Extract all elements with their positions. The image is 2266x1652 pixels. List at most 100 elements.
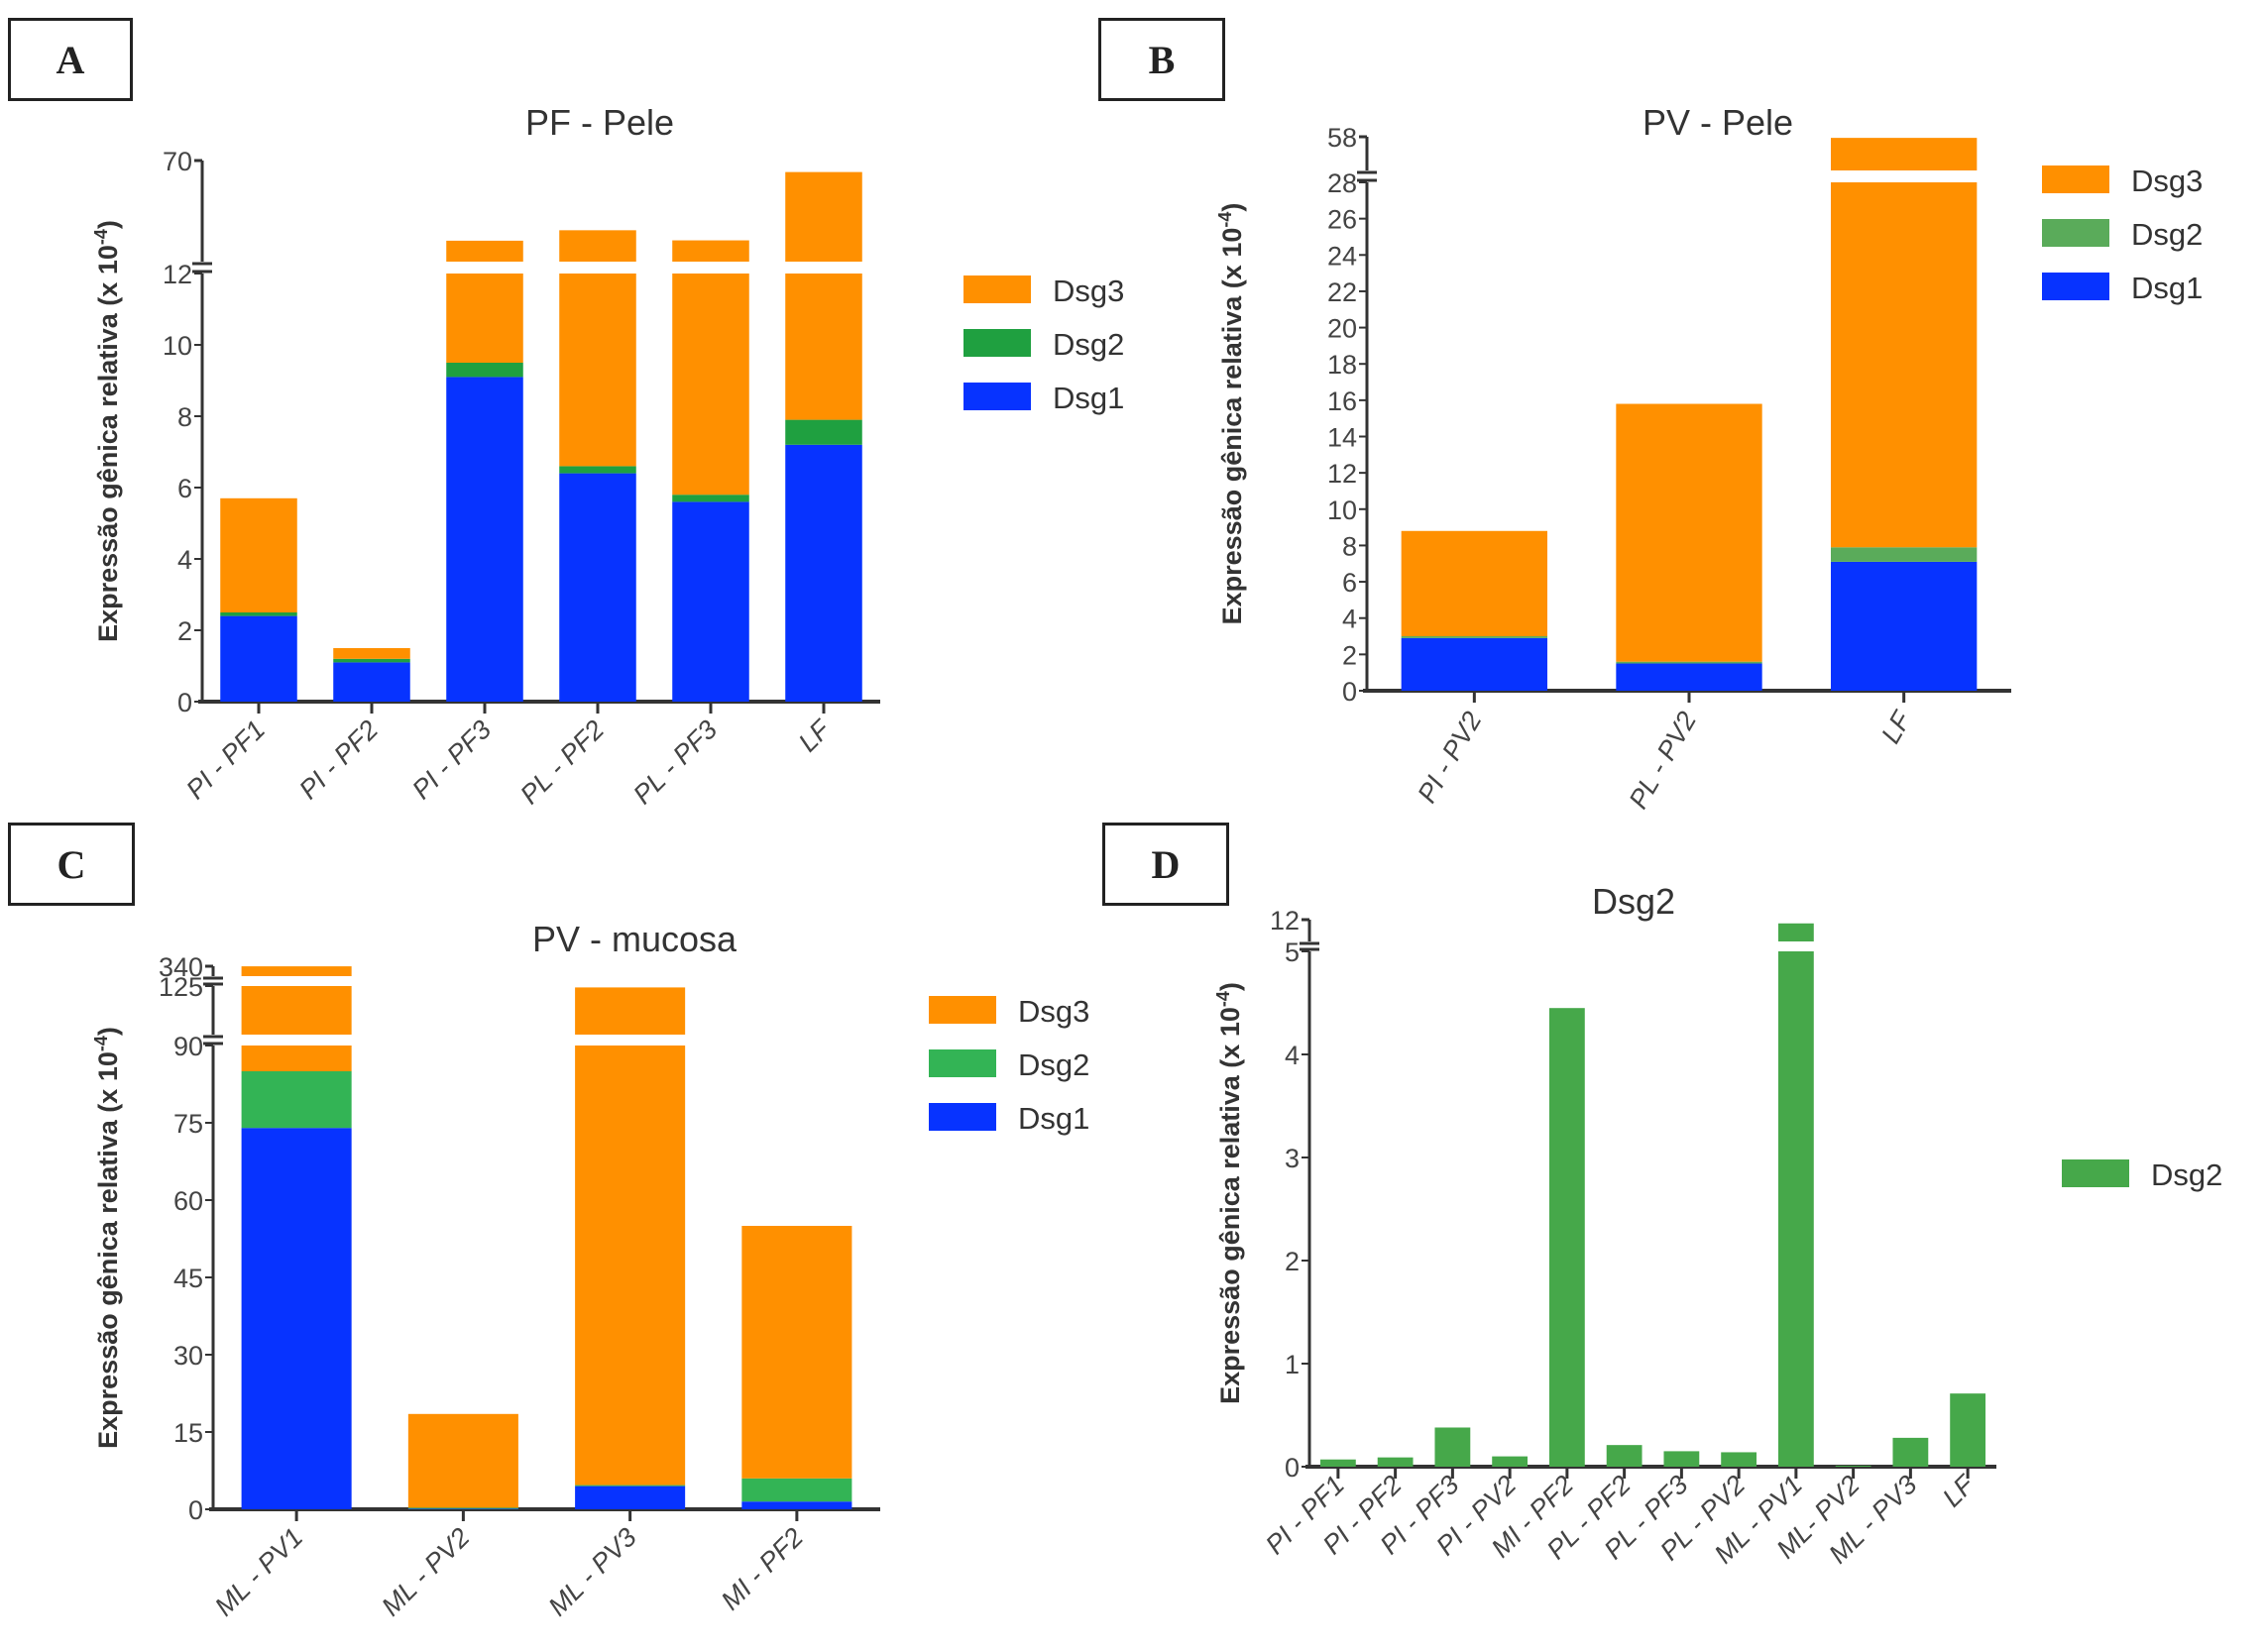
bar-dsg2 [1663, 1451, 1700, 1467]
x-tick-label: PI - PF2 [293, 715, 384, 805]
y-tick-label: 0 [1342, 677, 1357, 707]
panel-letter-b: B [1098, 18, 1225, 101]
legend-label-dsg2: Dsg2 [1053, 327, 1124, 362]
legend-label-dsg3: Dsg3 [2131, 164, 2203, 198]
y-tick-label: 1 [1285, 1350, 1300, 1379]
bar-dsg3 [1831, 138, 1978, 170]
bar-dsg2 [672, 495, 749, 502]
chart-a: PF - Pele 0 2 4 6 8 10 12 70 Expressão gênica rel… [91, 102, 1124, 810]
bar-dsg2 [333, 658, 410, 663]
y-tick-label: 3 [1285, 1144, 1300, 1173]
bar-dsg3 [785, 274, 862, 420]
y-tick-label: 45 [173, 1264, 203, 1293]
bar-dsg3 [1616, 403, 1762, 662]
legend-label-dsg3: Dsg3 [1018, 994, 1089, 1029]
bar-dsg1 [220, 615, 297, 702]
panel-letter-d: D [1102, 823, 1229, 906]
y-axis-label: Expressão gênica relativa (x 10-4) [91, 1027, 123, 1449]
x-tick-label: MI - PF2 [716, 1522, 809, 1615]
bar-dsg1 [1831, 561, 1978, 691]
bar-dsg2 [407, 1507, 518, 1509]
panel-b: B PV - Pele 0 2 4 6 8 10 12 14 16 18 20 22 24 26 28 58 Ex… [1090, 0, 2266, 826]
y-tick-label: 58 [1327, 123, 1357, 153]
y-axis-label-exponent: -4 [91, 1036, 111, 1051]
legend-label-dsg1: Dsg1 [1053, 381, 1124, 415]
x-tick-label: LF [1875, 706, 1917, 749]
bar-dsg1 [575, 1486, 686, 1509]
y-tick-label: 0 [177, 688, 192, 717]
y-axis-label-text: Expressão gênica relativa (x 10 [1215, 1007, 1245, 1404]
y-axis-label-close: ) [1217, 203, 1247, 212]
y-tick-label: 20 [1327, 314, 1357, 344]
panel-letter-c: C [8, 823, 135, 906]
y-axis-label: Expressão gênica relativa (x 10-4) [1213, 982, 1245, 1404]
y-tick-label: 8 [177, 402, 192, 432]
legend-label-dsg1: Dsg1 [1018, 1101, 1089, 1136]
y-tick-label: 70 [163, 147, 192, 176]
y-tick-label: 4 [1342, 605, 1357, 634]
bar-dsg2 [220, 612, 297, 616]
y-axis-label-exponent: -4 [1213, 991, 1233, 1007]
bar-dsg3 [672, 240, 749, 262]
bar-dsg2 [446, 363, 523, 378]
y-tick-label: 6 [1342, 568, 1357, 598]
chart-title: PV - Pele [1643, 102, 1793, 143]
bar-dsg1 [241, 1128, 352, 1509]
y-tick-label: 22 [1327, 277, 1357, 307]
legend-swatch-dsg3 [963, 275, 1031, 303]
panel-c: C PV - mucosa 0 15 30 45 60 75 90 125 340 Expressã… [0, 813, 1133, 1652]
bar-dsg2 [1616, 661, 1762, 664]
y-tick-label: 75 [173, 1109, 203, 1139]
y-tick-label: 24 [1327, 241, 1357, 271]
panel-d: D Dsg2 0 1 2 3 4 5 12 Expressão gênica relativa … [1090, 813, 2266, 1652]
y-tick-label: 125 [159, 972, 203, 1002]
x-tick-label: PI - PF3 [406, 715, 497, 805]
bar-dsg3 [741, 1226, 852, 1479]
y-axis-label-exponent: -4 [91, 229, 111, 245]
bar-dsg1 [741, 1501, 852, 1509]
bar-dsg1 [446, 377, 523, 702]
y-tick-label: 10 [1327, 496, 1357, 525]
bar-dsg1 [407, 1507, 518, 1509]
bar-dsg2 [1548, 1008, 1585, 1467]
bar-dsg3 [241, 1046, 352, 1071]
x-tick-label: ML - PV1 [209, 1522, 308, 1621]
bar-dsg3 [446, 240, 523, 262]
y-tick-label: 0 [1285, 1453, 1300, 1483]
bar-dsg2 [1831, 547, 1978, 562]
bar-dsg1 [559, 473, 636, 702]
y-tick-label: 2 [1285, 1247, 1300, 1276]
legend-swatch-dsg3 [2042, 165, 2109, 193]
bar-dsg2 [575, 1485, 686, 1487]
x-tick-label: PL - PF2 [514, 715, 610, 810]
x-tick-label: PL - PF3 [627, 715, 723, 810]
bar-dsg3 [559, 274, 636, 467]
legend-label-dsg2: Dsg2 [1018, 1047, 1089, 1082]
bar-dsg2 [741, 1478, 852, 1502]
bar-dsg1 [333, 662, 410, 702]
chart-title: Dsg2 [1592, 881, 1675, 922]
x-tick-label: LF [1937, 1469, 1982, 1513]
bar-dsg3 [241, 986, 352, 1035]
legend-swatch-dsg1 [963, 383, 1031, 410]
bar-dsg2 [559, 466, 636, 474]
y-tick-label: 4 [177, 545, 192, 575]
y-tick-label: 12 [1270, 906, 1300, 936]
y-axis-label-close: ) [93, 1027, 123, 1036]
y-axis-label-text: Expressão gênica relativa (x 10 [1217, 228, 1247, 625]
y-tick-label: 0 [188, 1495, 203, 1525]
bar-dsg2 [1777, 951, 1814, 1467]
y-tick-label: 26 [1327, 205, 1357, 235]
legend-swatch-dsg1 [929, 1103, 996, 1131]
x-tick-label: ML - PV2 [376, 1522, 475, 1621]
bar-dsg2 [1401, 636, 1547, 638]
x-tick-label: LF [793, 714, 838, 758]
legend-swatch-dsg2 [2042, 219, 2109, 247]
y-tick-label: 340 [159, 952, 203, 982]
bar-dsg2 [1606, 1445, 1643, 1467]
bar-dsg2 [1892, 1437, 1929, 1467]
x-tick-label: PL - PV2 [1623, 707, 1702, 814]
chart-title: PV - mucosa [532, 919, 737, 959]
y-tick-label: 6 [177, 474, 192, 503]
